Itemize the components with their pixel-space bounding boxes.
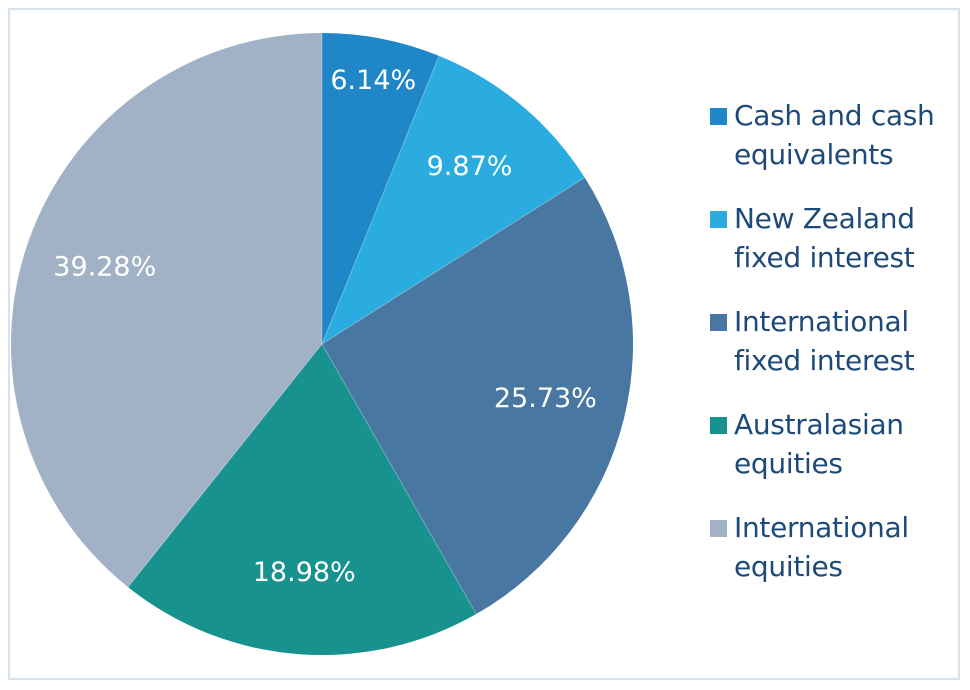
slice-value-label: 25.73% [494,383,597,414]
legend-swatch [710,314,727,331]
slice-divider [321,343,477,615]
pie-slice-new-zealand-fixed-interest [322,55,585,345]
slice-value-label: 9.87% [427,151,513,182]
legend-swatch [710,211,727,228]
slice-divider [321,55,440,345]
legend-label: Australasian equities [734,408,904,480]
pie-slice-australasian-equities [128,344,477,656]
legend-item-international-fixed-interest: International fixed interest [710,302,960,380]
slice-value-label: 6.14% [330,65,416,96]
pie-slice-cash-and-cash-equivalents [322,33,440,344]
legend-item-new-zealand-fixed-interest: New Zealand fixed interest [710,199,960,277]
chart-legend: Cash and cash equivalents New Zealand fix… [710,96,960,611]
legend-swatch [710,417,727,434]
legend-label: New Zealand fixed interest [734,202,915,274]
legend-item-australasian-equities: Australasian equities [710,405,960,483]
legend-label: International fixed interest [734,305,915,377]
legend-label: International equities [734,511,909,583]
pie-slice-international-fixed-interest [322,177,633,615]
slice-divider [127,343,323,588]
legend-swatch [710,520,727,537]
legend-swatch [710,108,727,125]
slice-value-label: 39.28% [53,251,156,282]
legend-item-international-equities: International equities [710,508,960,586]
slice-divider [321,177,585,345]
pie-slice-international-equities [10,33,322,588]
slice-value-label: 18.98% [253,557,356,588]
legend-label: Cash and cash equivalents [734,99,935,171]
legend-item-cash-and-cash-equivalents: Cash and cash equivalents [710,96,960,174]
